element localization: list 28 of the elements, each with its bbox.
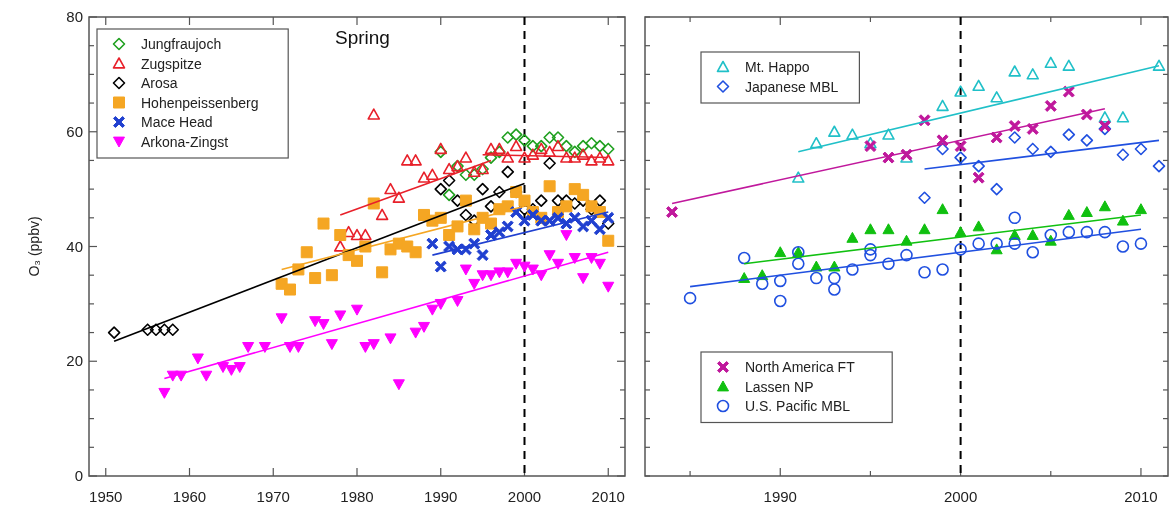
y-tick-label: 40	[66, 237, 83, 255]
legend-label: Mace Head	[141, 114, 213, 130]
x-tick-label: 2000	[507, 488, 542, 505]
text: Spring	[335, 27, 390, 48]
x-tick-label: 1950	[89, 488, 123, 505]
legend-label: U.S. Pacific MBL	[745, 398, 851, 414]
legend-label: Arkona-Zingst	[141, 133, 229, 150]
y-tick-label: 0	[74, 467, 83, 484]
legend-label: Jungfraujoch	[141, 36, 222, 52]
x-tick-label: 2010	[1124, 488, 1158, 505]
x-tick-label: 1990	[424, 488, 458, 505]
x-tick-label: 2000	[943, 488, 978, 505]
legend-label: Japanese MBL	[745, 78, 839, 95]
x-tick-label: 1970	[256, 488, 290, 505]
y-tick-label: 60	[66, 122, 83, 140]
y-tick-label: 20	[66, 352, 83, 370]
x-tick-label: 1990	[763, 488, 797, 505]
legend-label: Hohenpeissenberg	[141, 94, 259, 111]
x-tick-label: 1980	[340, 488, 374, 505]
x-tick-label: 2010	[591, 488, 625, 505]
y-axis-title: O₃ (ppbv)	[26, 216, 42, 277]
legend-label: Zugspitze	[141, 55, 202, 72]
legend-label: Lassen NP	[745, 378, 814, 395]
x-tick-label: 1960	[172, 488, 207, 505]
y-tick-label: 80	[66, 8, 83, 25]
legend-label: North America FT	[745, 359, 856, 375]
legend-label: Mt. Happo	[745, 59, 810, 75]
legend-label: Arosa	[141, 75, 178, 91]
